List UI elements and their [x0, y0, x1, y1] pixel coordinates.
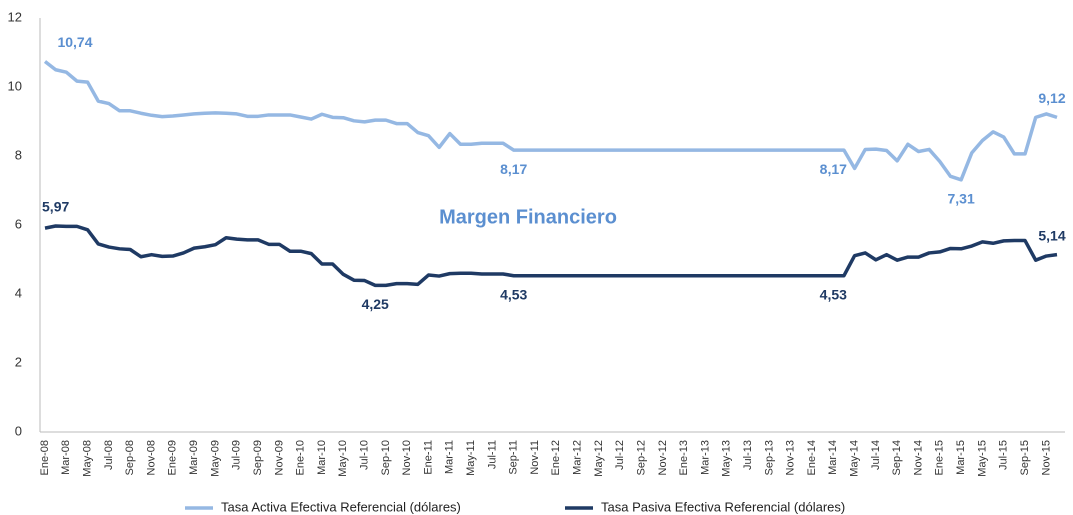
x-tick-label: May-13: [721, 440, 733, 477]
x-tick-label: Mar-09: [188, 440, 200, 475]
x-tick-label: May-15: [976, 440, 988, 477]
x-tick-label: Nov-09: [273, 440, 285, 475]
data-label: 9,12: [1038, 90, 1065, 106]
line-series: [44, 224, 1058, 288]
x-tick-label: Sep-08: [124, 440, 136, 475]
data-label: 7,31: [948, 191, 975, 207]
x-tick-label: Sep-15: [1019, 440, 1031, 475]
x-tick-label: Jul-15: [998, 440, 1010, 470]
x-tick-label: Mar-11: [444, 440, 456, 474]
x-tick-label: Nov-08: [145, 440, 157, 475]
x-tick-label: Mar-13: [699, 440, 711, 475]
x-tick-label: May-14: [849, 440, 861, 477]
data-label: 5,14: [1038, 227, 1065, 243]
x-tick-label: May-12: [593, 440, 605, 477]
x-tick-label: Nov-11: [529, 440, 541, 475]
x-tick-label: Ene-11: [422, 440, 434, 475]
x-tick-label: Mar-14: [827, 440, 839, 475]
y-tick-label: 10: [8, 78, 22, 93]
x-tick-label: Nov-15: [1040, 440, 1052, 475]
y-tick-label: 4: [15, 285, 22, 300]
data-label: 5,97: [42, 199, 69, 215]
x-tick-label: Jul-13: [742, 440, 754, 470]
y-tick-label: 0: [15, 423, 22, 438]
x-tick-label: May-11: [465, 440, 477, 476]
x-tick-label: Ene-13: [678, 440, 690, 475]
x-tick-label: Mar-08: [60, 440, 72, 475]
x-tick-label: Nov-13: [785, 440, 797, 475]
annotation: Margen Financiero: [439, 206, 617, 228]
y-tick-label: 6: [15, 216, 22, 231]
line-series: [43, 60, 1058, 182]
x-tick-label: Jul-12: [614, 440, 626, 470]
x-tick-label: Jul-08: [103, 440, 115, 470]
x-tick-label: Sep-12: [635, 440, 647, 475]
x-tick-label: May-08: [82, 440, 94, 477]
data-label: 8,17: [820, 161, 847, 177]
x-tick-label: Sep-14: [891, 440, 903, 475]
x-tick-label: Mar-10: [316, 440, 328, 475]
x-tick-label: Jul-11: [486, 440, 498, 469]
y-tick-label: 12: [8, 9, 22, 24]
x-tick-label: May-10: [337, 440, 349, 477]
x-tick-label: Sep-09: [252, 440, 264, 475]
x-tick-label: Jul-09: [231, 440, 243, 470]
x-tick-label: Nov-14: [912, 440, 924, 475]
data-label: 4,25: [362, 296, 389, 312]
x-tick-label: Jul-14: [870, 440, 882, 470]
x-tick-label: Ene-15: [934, 440, 946, 475]
x-tick-label: Ene-10: [295, 440, 307, 475]
x-tick-label: Ene-09: [167, 440, 179, 475]
x-tick-label: Ene-12: [550, 440, 562, 475]
x-tick-label: Nov-12: [657, 440, 669, 475]
y-tick-label: 2: [15, 354, 22, 369]
x-tick-label: May-09: [209, 440, 221, 477]
legend-label: Tasa Pasiva Efectiva Referencial (dólare…: [601, 499, 845, 514]
x-tick-label: Sep-13: [763, 440, 775, 475]
x-tick-label: Ene-08: [39, 440, 51, 475]
data-label: 10,74: [57, 34, 92, 50]
x-tick-label: Mar-12: [572, 440, 584, 475]
data-label: 4,53: [820, 286, 847, 302]
x-tick-label: Nov-10: [401, 440, 413, 475]
x-tick-label: Ene-14: [806, 440, 818, 475]
x-tick-label: Mar-15: [955, 440, 967, 475]
legend-label: Tasa Activa Efectiva Referencial (dólare…: [221, 499, 461, 514]
y-tick-label: 8: [15, 147, 22, 162]
x-tick-label: Jul-10: [358, 440, 370, 470]
x-tick-label: Sep-10: [380, 440, 392, 475]
data-label: 4,53: [500, 286, 527, 302]
x-tick-label: Sep-11: [508, 440, 520, 475]
data-label: 8,17: [500, 161, 527, 177]
